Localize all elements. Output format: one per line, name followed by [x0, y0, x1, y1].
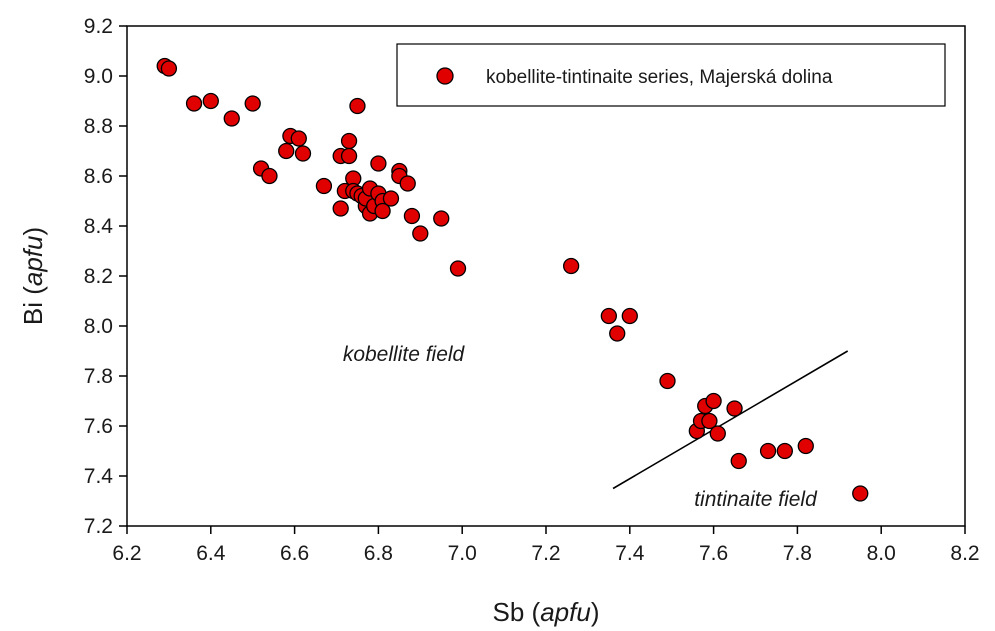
- data-point: [223, 110, 240, 127]
- legend-marker: [436, 67, 454, 85]
- x-tick-labels: 6.2 6.4 6.6 6.8 7.0 7.2 7.4 7.6 7.8 8.0 8.2: [112, 542, 979, 565]
- data-point: [332, 200, 349, 217]
- x-tick-label: 7.4: [615, 542, 645, 565]
- field-boundary-line: [612, 350, 849, 490]
- y-tick-label: 8.0: [84, 315, 113, 338]
- data-point: [294, 145, 312, 162]
- data-point: [315, 177, 333, 195]
- data-point: [403, 207, 421, 225]
- x-tick-label: 7.6: [699, 542, 728, 565]
- annotation-tintinaite-field: tintinaite field: [694, 488, 818, 511]
- data-point: [621, 307, 638, 325]
- data-point: [705, 392, 722, 410]
- x-tick-label: 8.0: [867, 542, 896, 565]
- data-point: [701, 412, 718, 430]
- data-point: [340, 132, 358, 150]
- y-tick-label: 9.0: [84, 65, 113, 88]
- y-tick-label: 8.4: [84, 215, 114, 238]
- data-point: [562, 257, 580, 275]
- x-tick-label: 6.6: [280, 542, 309, 565]
- x-tick-label: 6.2: [112, 542, 141, 565]
- data-points: [156, 57, 869, 502]
- data-point: [797, 437, 814, 455]
- data-point: [185, 95, 203, 112]
- x-tick-label: 7.2: [531, 542, 560, 565]
- data-point: [370, 155, 387, 172]
- y-tick-marks: [119, 25, 127, 527]
- data-point: [261, 167, 278, 185]
- x-tick-marks: [126, 526, 966, 534]
- legend: kobellite-tintinaite series, Majerská do…: [396, 43, 946, 107]
- legend-label: kobellite-tintinaite series, Majerská do…: [486, 67, 833, 88]
- y-tick-label: 7.2: [84, 515, 113, 538]
- y-tick-label: 7.6: [84, 415, 113, 438]
- y-tick-label: 8.6: [84, 165, 113, 188]
- data-point: [349, 97, 366, 115]
- legend-box: [396, 43, 946, 107]
- data-point: [244, 95, 261, 112]
- data-point: [433, 210, 450, 227]
- x-tick-label: 7.0: [448, 542, 477, 565]
- boundary-line-group: [612, 350, 849, 490]
- y-tick-labels: 7.2 7.4 7.6 7.8 8.0 8.2 8.4 8.6 8.8 9.0 9.2: [84, 15, 114, 538]
- data-point: [449, 260, 467, 277]
- data-point: [382, 190, 400, 207]
- data-point: [759, 442, 777, 460]
- x-tick-label: 8.2: [950, 542, 979, 565]
- plot-frame: [126, 25, 966, 527]
- data-point: [852, 485, 869, 502]
- data-point: [600, 307, 617, 325]
- data-point: [726, 400, 743, 417]
- data-point: [278, 142, 295, 160]
- x-tick-label: 6.4: [196, 542, 226, 565]
- data-point: [609, 325, 626, 342]
- data-point: [776, 442, 793, 460]
- y-tick-label: 7.4: [84, 465, 114, 488]
- x-tick-label: 6.8: [364, 542, 393, 565]
- y-axis-title: Bi (apfu): [18, 227, 48, 325]
- data-point: [160, 60, 178, 77]
- data-point: [709, 425, 726, 442]
- y-tick-label: 8.2: [84, 265, 113, 288]
- x-tick-label: 7.8: [783, 542, 812, 565]
- data-point: [374, 202, 391, 220]
- data-point: [730, 452, 747, 470]
- y-tick-label: 9.2: [84, 15, 113, 38]
- x-axis-title: Sb (apfu): [493, 597, 600, 627]
- data-point: [290, 130, 307, 147]
- data-point: [659, 372, 676, 390]
- data-point: [399, 175, 416, 192]
- y-tick-label: 7.8: [84, 365, 113, 388]
- data-point: [202, 92, 219, 110]
- y-tick-label: 8.8: [84, 115, 113, 138]
- annotation-kobellite-field: kobellite field: [343, 343, 466, 366]
- data-point: [412, 225, 429, 242]
- data-point: [340, 147, 358, 165]
